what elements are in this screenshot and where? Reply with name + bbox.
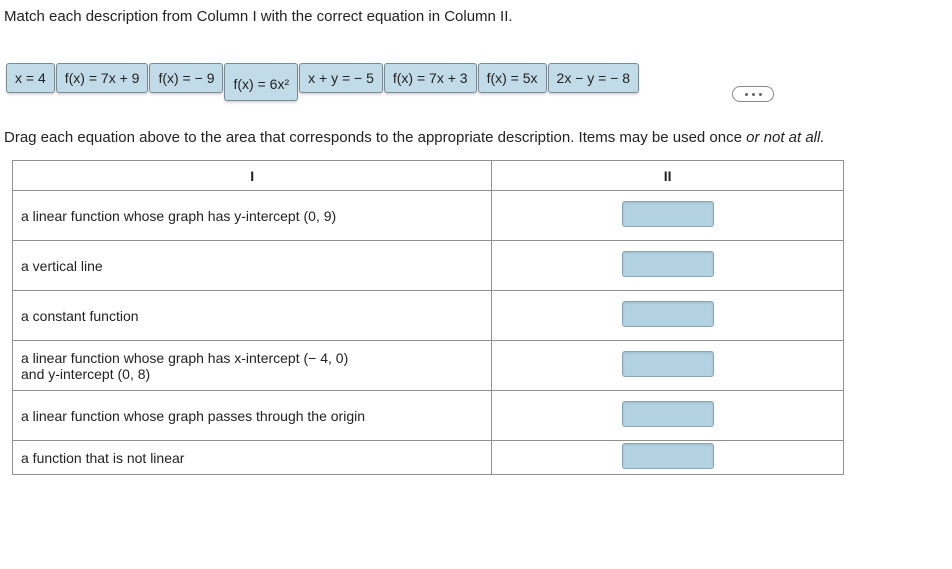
table-row: a linear function whose graph has y-inte… bbox=[13, 191, 844, 241]
more-options-button[interactable] bbox=[732, 86, 774, 102]
dot-icon bbox=[745, 93, 748, 96]
drop-cell bbox=[492, 241, 844, 291]
description-cell: a linear function whose graph has y-inte… bbox=[13, 191, 492, 241]
dot-icon bbox=[759, 93, 762, 96]
description-cell: a function that is not linear bbox=[13, 441, 492, 475]
instruction-italic: or not at all. bbox=[746, 129, 824, 146]
description-cell: a constant function bbox=[13, 291, 492, 341]
table-row: a vertical line bbox=[13, 241, 844, 291]
drop-zone[interactable] bbox=[622, 301, 714, 327]
question-prompt: Match each description from Column I wit… bbox=[4, 8, 948, 25]
table-row: a linear function whose graph has x-inte… bbox=[13, 341, 844, 391]
table-row: a linear function whose graph passes thr… bbox=[13, 391, 844, 441]
table-row: a constant function bbox=[13, 291, 844, 341]
drop-zone[interactable] bbox=[622, 443, 714, 469]
drop-zone[interactable] bbox=[622, 251, 714, 277]
description-cell: a linear function whose graph has x-inte… bbox=[13, 341, 492, 391]
equation-tile[interactable]: f(x) = 7x + 9 bbox=[56, 63, 149, 93]
equation-tile[interactable]: f(x) = 5x bbox=[478, 63, 547, 93]
equation-tile[interactable]: f(x) = 7x + 3 bbox=[384, 63, 477, 93]
equation-tile[interactable]: f(x) = 6x² bbox=[224, 63, 298, 101]
instruction-text: Drag each equation above to the area tha… bbox=[4, 129, 746, 146]
description-line1: a linear function whose graph has x-inte… bbox=[21, 350, 348, 366]
drop-cell bbox=[492, 341, 844, 391]
drop-zone[interactable] bbox=[622, 351, 714, 377]
drag-instruction: Drag each equation above to the area tha… bbox=[4, 129, 948, 146]
column-header-2: II bbox=[492, 161, 844, 191]
drop-zone[interactable] bbox=[622, 201, 714, 227]
dot-icon bbox=[752, 93, 755, 96]
matching-table: I II a linear function whose graph has y… bbox=[12, 160, 844, 475]
description-line2: and y-intercept (0, 8) bbox=[21, 366, 150, 382]
drop-cell bbox=[492, 291, 844, 341]
drop-zone[interactable] bbox=[622, 401, 714, 427]
equation-tile[interactable]: 2x − y = − 8 bbox=[548, 63, 640, 93]
drop-cell bbox=[492, 391, 844, 441]
equation-tile[interactable]: f(x) = − 9 bbox=[149, 63, 223, 93]
table-row: a function that is not linear bbox=[13, 441, 844, 475]
description-cell: a vertical line bbox=[13, 241, 492, 291]
equation-tile[interactable]: x + y = − 5 bbox=[299, 63, 383, 93]
description-cell: a linear function whose graph passes thr… bbox=[13, 391, 492, 441]
drop-cell bbox=[492, 441, 844, 475]
equation-tile-row: x = 4 f(x) = 7x + 9 f(x) = − 9 f(x) = 6x… bbox=[4, 63, 948, 101]
drop-cell bbox=[492, 191, 844, 241]
equation-tile[interactable]: x = 4 bbox=[6, 63, 55, 93]
column-header-1: I bbox=[13, 161, 492, 191]
